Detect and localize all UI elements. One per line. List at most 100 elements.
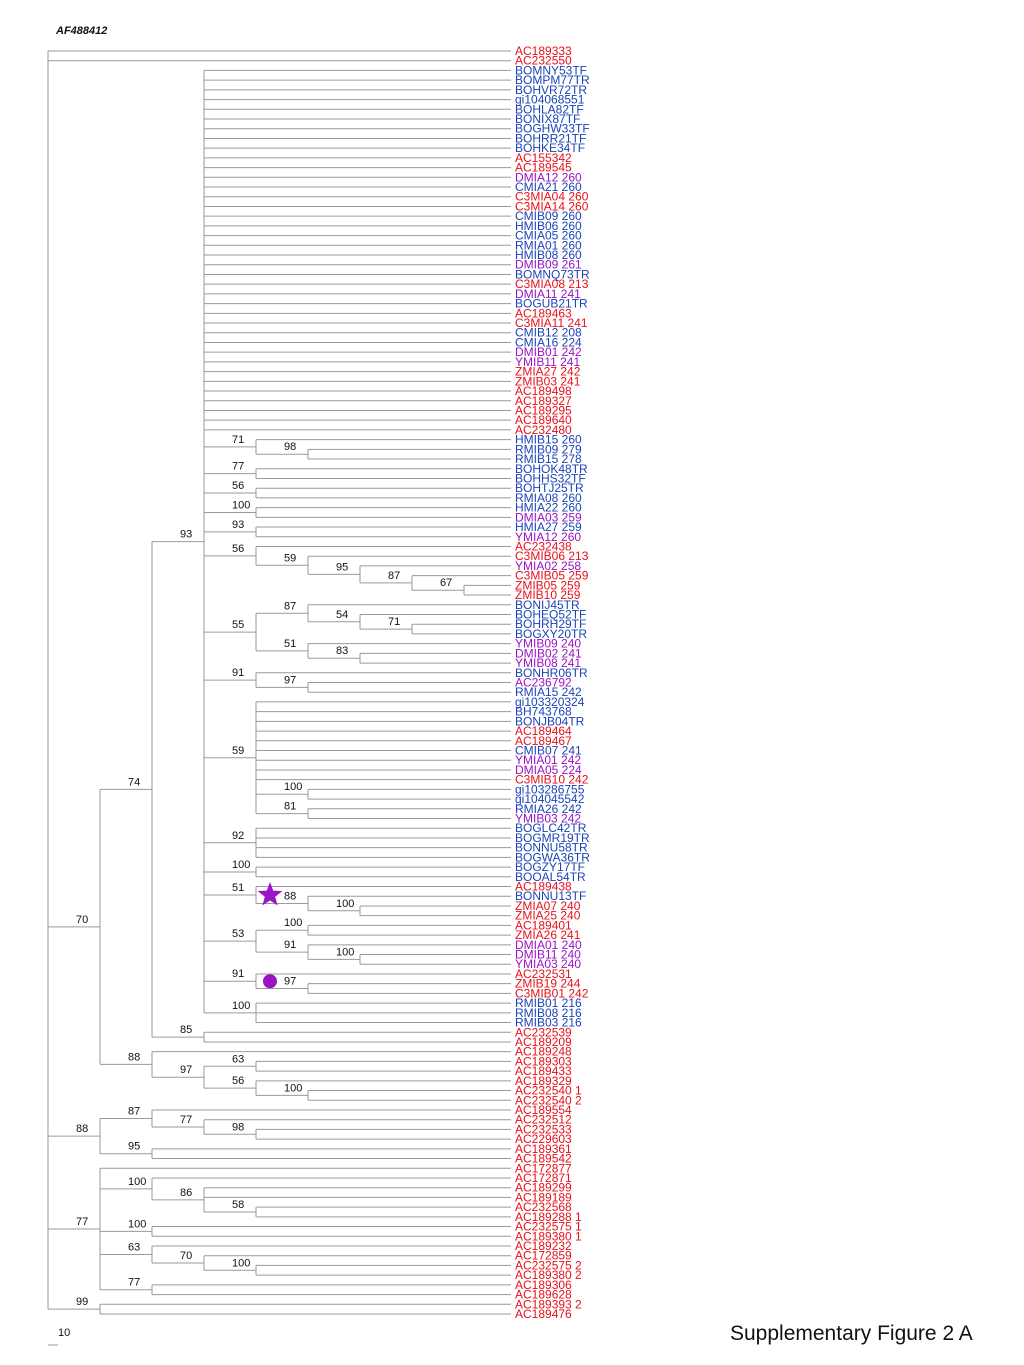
bootstrap-value: 95 xyxy=(128,1141,140,1153)
taxon-label: BOGWA36TR xyxy=(515,850,590,864)
bootstrap-value: 53 xyxy=(232,928,244,940)
bootstrap-value: 51 xyxy=(284,638,296,650)
taxon-label: C3MIB06 213 xyxy=(515,549,589,563)
taxon-label: AC189498 xyxy=(515,384,572,398)
taxon-label: AC172877 xyxy=(515,1161,572,1175)
taxon-label: AC232540 2 xyxy=(515,1093,582,1107)
bootstrap-value: 97 xyxy=(284,976,296,988)
bootstrap-value: 100 xyxy=(284,781,302,793)
taxon-label: ZMIB03 241 xyxy=(515,374,581,388)
taxon-label: AC232480 xyxy=(515,423,572,437)
bootstrap-value: 56 xyxy=(232,480,244,492)
taxon-label: AC189248 xyxy=(515,1045,572,1059)
taxon-label: AC229603 xyxy=(515,1132,572,1146)
bootstrap-value: 95 xyxy=(336,561,348,573)
taxon-label: AC189361 xyxy=(515,1142,572,1156)
bootstrap-value: 77 xyxy=(128,1277,140,1289)
bootstrap-value: 51 xyxy=(232,882,244,894)
taxon-label: AC189327 xyxy=(515,394,572,408)
taxon-label: BONIJ45TR xyxy=(515,598,580,612)
bootstrap-value: 56 xyxy=(232,1075,244,1087)
taxon-label: BOOAL54TR xyxy=(515,870,586,884)
taxon-label: gi104045542 xyxy=(515,792,585,806)
taxon-label: RMIA15 242 xyxy=(515,685,582,699)
taxon-label: gi104068551 xyxy=(515,93,585,107)
taxon-label: DMIA05 224 xyxy=(515,763,582,777)
taxon-label: DMIB11 240 xyxy=(515,948,581,962)
bootstrap-value: 93 xyxy=(180,529,192,541)
bootstrap-value: 100 xyxy=(232,1000,250,1012)
taxon-label: AC189433 xyxy=(515,1064,572,1078)
taxon-label: AC232539 xyxy=(515,1025,572,1039)
taxon-label: RMIB15 278 xyxy=(515,452,582,466)
taxon-label: CMIA21 260 xyxy=(515,180,582,194)
taxon-label: BOHKE34TF xyxy=(515,141,585,155)
bootstrap-value: 100 xyxy=(128,1176,146,1188)
taxon-label: AC189467 xyxy=(515,734,572,748)
taxon-label: BOMNQ73TR xyxy=(515,267,590,281)
taxon-label: CMIA05 260 xyxy=(515,229,582,243)
taxon-label: gi103286755 xyxy=(515,782,585,796)
bootstrap-value: 100 xyxy=(284,1082,302,1094)
taxon-label: CMIB12 208 xyxy=(515,326,582,340)
bootstrap-value: 97 xyxy=(284,674,296,686)
taxon-label: BOHOK48TR xyxy=(515,462,588,476)
bootstrap-value: 99 xyxy=(76,1296,88,1308)
taxon-label: AC189438 xyxy=(515,880,572,894)
taxon-label: ZMIA25 240 xyxy=(515,909,581,923)
taxon-label: YMIB09 240 xyxy=(515,637,581,651)
taxon-label: ZMIA27 242 xyxy=(515,365,581,379)
taxon-label: AC232575 1 xyxy=(515,1220,582,1234)
bootstrap-value: 88 xyxy=(76,1123,88,1135)
bootstrap-value: 86 xyxy=(180,1187,192,1199)
taxon-label: AC189189 xyxy=(515,1190,572,1204)
taxon-label: C3MIA04 260 xyxy=(515,190,589,204)
root-label: AF488412 xyxy=(55,25,107,37)
taxon-label: BH743768 xyxy=(515,705,572,719)
taxon-label: AC232533 xyxy=(515,1122,572,1136)
bootstrap-value: 93 xyxy=(232,519,244,531)
taxon-label: ZMIA07 240 xyxy=(515,899,581,913)
bootstrap-value: 87 xyxy=(128,1105,140,1117)
bootstrap-value: 92 xyxy=(232,830,244,842)
taxon-label: AC189476 xyxy=(515,1307,572,1321)
taxon-label: AC236792 xyxy=(515,676,572,690)
taxon-label: AC189545 xyxy=(515,161,572,175)
bootstrap-value: 67 xyxy=(440,577,452,589)
bootstrap-value: 87 xyxy=(388,570,400,582)
taxon-label: AC189295 xyxy=(515,403,572,417)
bootstrap-value: 98 xyxy=(284,441,296,453)
taxon-label: RMIA26 242 xyxy=(515,802,582,816)
bootstrap-value: 77 xyxy=(232,461,244,473)
taxon-label: ZMIA26 241 xyxy=(515,928,581,942)
taxon-label: BONHR06TR xyxy=(515,666,588,680)
bootstrap-value: 88 xyxy=(128,1051,140,1063)
taxon-label: AC172859 xyxy=(515,1249,572,1263)
taxon-label: AC155342 xyxy=(515,151,572,165)
bootstrap-value: 83 xyxy=(336,645,348,657)
taxon-label: YMIB08 241 xyxy=(515,656,581,670)
bootstrap-value: 58 xyxy=(232,1199,244,1211)
taxon-label: DMIB09 261 xyxy=(515,258,582,272)
bootstrap-value: 63 xyxy=(128,1241,140,1253)
taxon-label: AC189542 xyxy=(515,1152,572,1166)
taxon-label: HMIA22 260 xyxy=(515,501,582,515)
taxon-label: AC189628 xyxy=(515,1288,572,1302)
taxon-label: BOHHS32TF xyxy=(515,471,586,485)
taxon-label: AC189554 xyxy=(515,1103,572,1117)
taxon-label: RMIB01 216 xyxy=(515,996,582,1010)
taxon-label: AC232531 xyxy=(515,967,572,981)
taxon-label: gi103320324 xyxy=(515,695,585,709)
taxon-label: AC172871 xyxy=(515,1171,572,1185)
taxon-label: BOHVR72TR xyxy=(515,83,587,97)
circle-marker xyxy=(263,974,277,989)
taxon-label: YMIA03 240 xyxy=(515,957,581,971)
taxon-label: AC232575 2 xyxy=(515,1258,582,1272)
taxon-label: BOHRR21TF xyxy=(515,131,586,145)
taxon-label: BOHRH29TF xyxy=(515,617,586,631)
taxon-label: HMIA27 259 xyxy=(515,520,582,534)
bootstrap-value: 59 xyxy=(284,552,296,564)
taxon-label: YMIA02 258 xyxy=(515,559,581,573)
taxon-label: AC189393 2 xyxy=(515,1297,582,1311)
